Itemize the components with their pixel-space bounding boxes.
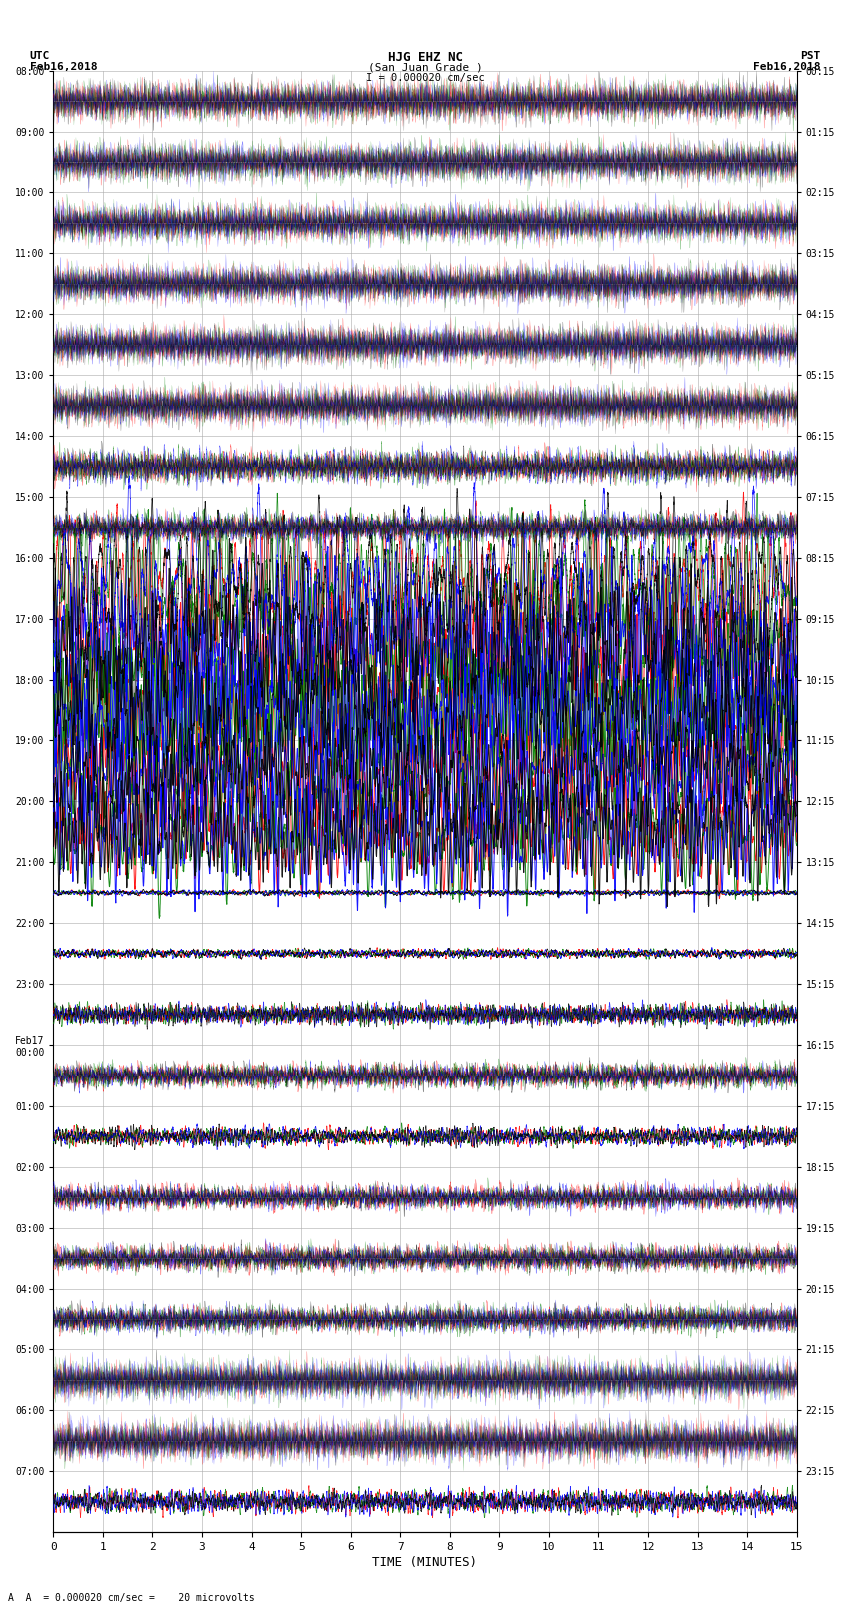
Text: UTC: UTC xyxy=(30,50,50,61)
Text: I = 0.000020 cm/sec: I = 0.000020 cm/sec xyxy=(366,73,484,84)
Text: HJG EHZ NC: HJG EHZ NC xyxy=(388,50,462,65)
Text: Feb16,2018: Feb16,2018 xyxy=(753,63,820,73)
Text: Feb16,2018: Feb16,2018 xyxy=(30,63,97,73)
Text: PST: PST xyxy=(800,50,820,61)
Text: A  A  = 0.000020 cm/sec =    20 microvolts: A A = 0.000020 cm/sec = 20 microvolts xyxy=(8,1594,255,1603)
X-axis label: TIME (MINUTES): TIME (MINUTES) xyxy=(372,1557,478,1569)
Text: (San Juan Grade ): (San Juan Grade ) xyxy=(367,63,483,73)
